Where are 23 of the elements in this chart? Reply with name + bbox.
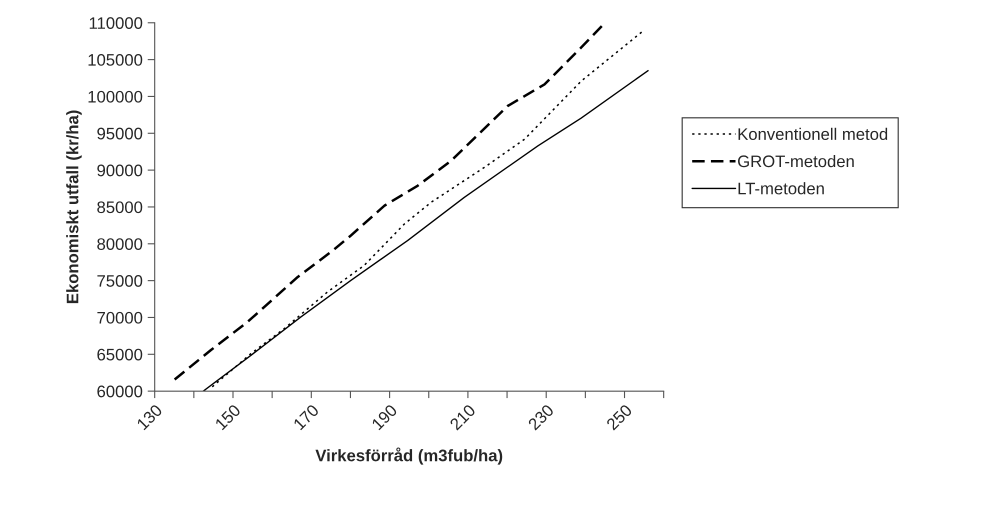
y-tick-label: 80000	[97, 238, 142, 250]
legend-label: Konventionell metod	[738, 128, 888, 140]
y-tick-label: 95000	[97, 128, 142, 140]
x-tick-label: 190	[371, 404, 398, 430]
y-tick-label: 70000	[97, 312, 142, 324]
y-tick-label: 105000	[88, 54, 142, 66]
x-tick-label: 150	[214, 404, 242, 430]
x-tick-label: 250	[606, 404, 633, 431]
y-tick-label: 100000	[88, 90, 142, 103]
x-tick-label: 130	[136, 404, 163, 430]
x-tick-label: 170	[292, 404, 320, 430]
x-axis-title: Virkesförråd (m3fub/ha)	[315, 447, 502, 465]
y-tick-label: 110000	[90, 17, 142, 29]
y-tick-label: 85000	[97, 201, 142, 214]
y-tick-label: 65000	[97, 348, 142, 361]
legend-label: LT-metoden	[738, 182, 824, 194]
x-tick-label: 210	[449, 404, 476, 431]
legend-label: GROT-metoden	[738, 154, 854, 168]
y-axis-title: Ekonomiskt utfall (kr/ha)	[66, 110, 82, 304]
x-tick-label: 230	[527, 404, 554, 431]
y-tick-label: 60000	[97, 386, 142, 398]
y-tick-label: 75000	[97, 275, 142, 287]
y-tick-label: 90000	[97, 164, 142, 176]
